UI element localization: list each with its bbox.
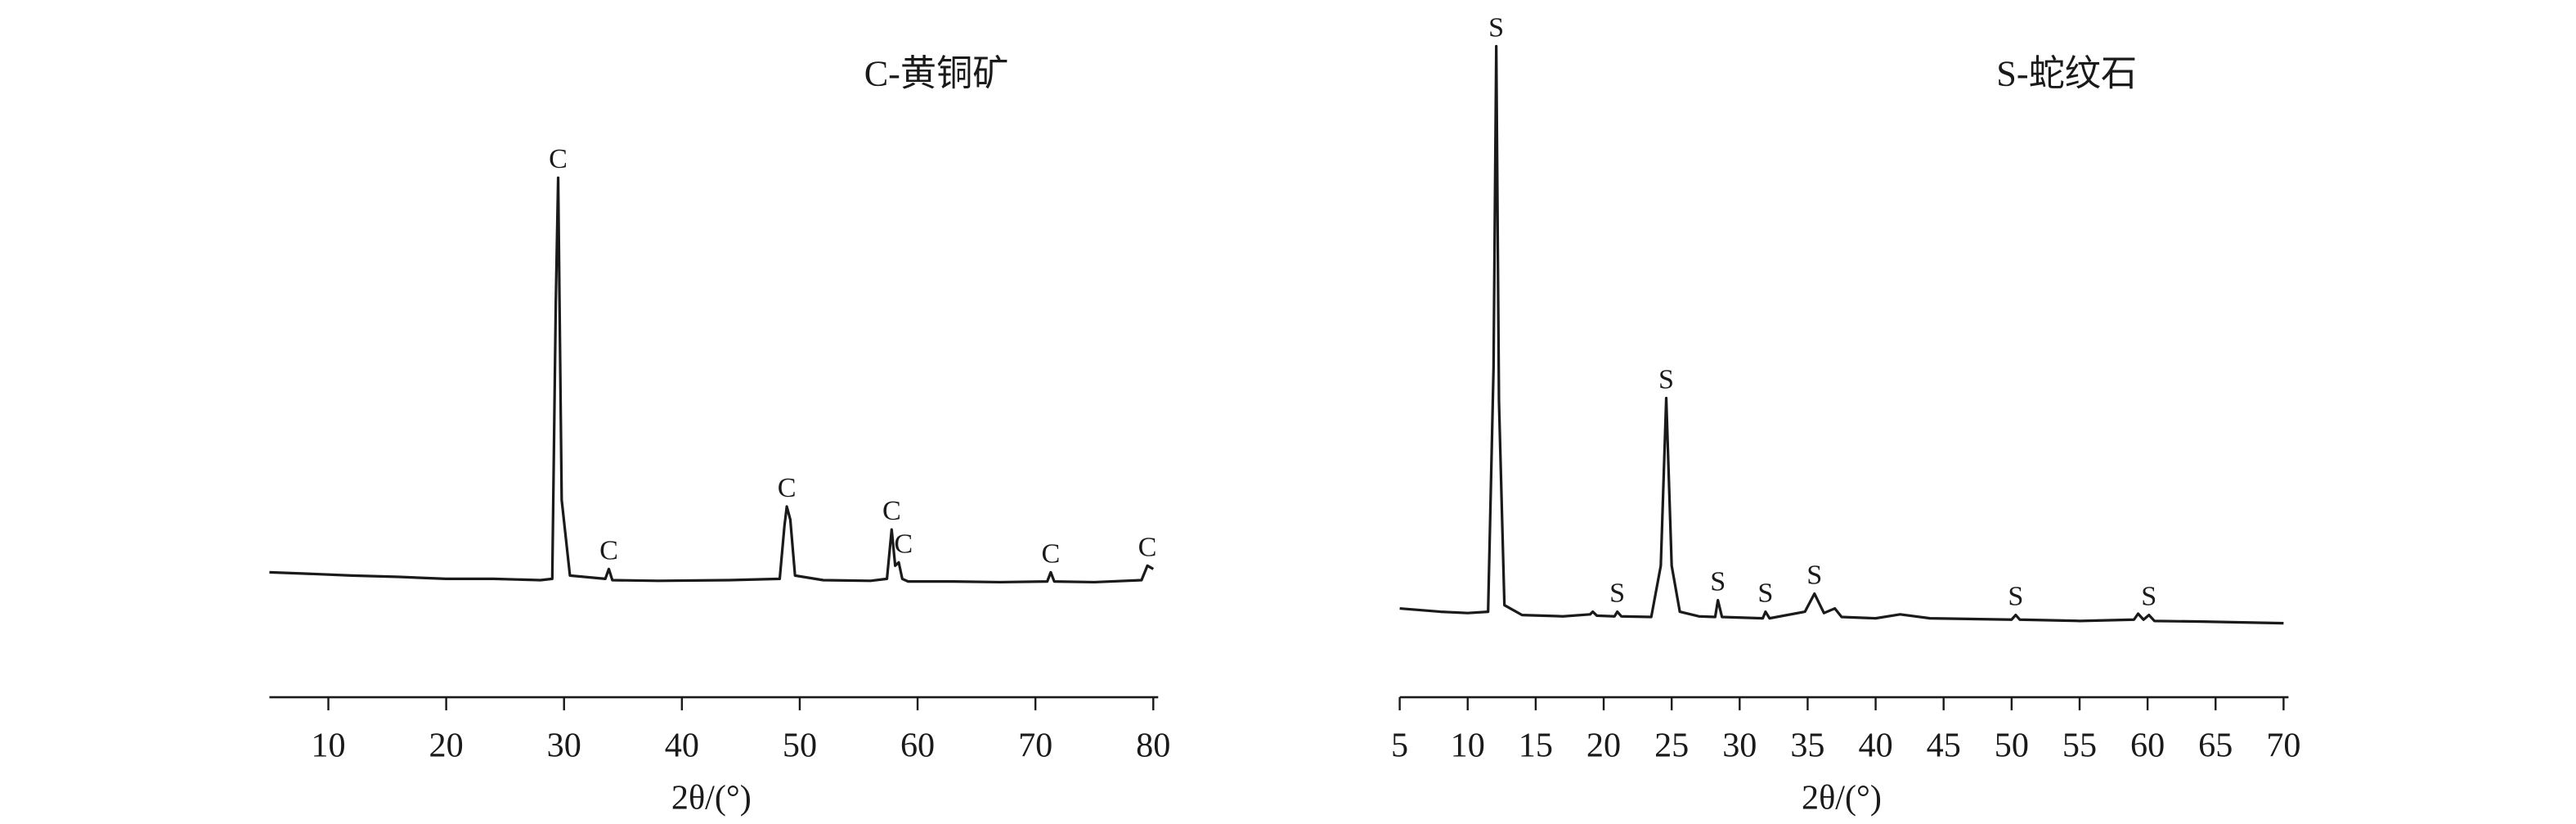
x-tick-label: 80 [1136,726,1170,764]
x-tick-label: 65 [2198,726,2233,764]
peak-label: C [894,529,913,559]
xrd-line [269,176,1155,584]
peak-label: S [1710,566,1726,597]
x-tick-label: 70 [2266,726,2300,764]
x-tick-label: 20 [1586,726,1621,764]
x-tick-label: 50 [783,726,817,764]
x-tick-label: 60 [900,726,935,764]
peak-label: S [2141,582,2156,612]
x-tick-label: 15 [1519,726,1553,764]
x-tick-label: 5 [1391,726,1408,764]
x-tick-label: 40 [665,726,699,764]
x-tick-label: 40 [1858,726,1892,764]
peak-label: C [599,535,618,565]
peak-label: S [1757,579,1773,609]
x-tick-label: 25 [1654,726,1689,764]
x-axis-label: 2θ/(°) [671,779,752,817]
x-tick-label: 30 [1722,726,1757,764]
x-tick-label: 30 [547,726,581,764]
peak-label: C [549,144,568,174]
peak-label: C [1138,532,1157,562]
peak-label: S [1806,560,1822,590]
xrd-line [1399,44,2284,625]
x-tick-label: 70 [1018,726,1052,764]
peak-label: S [1488,12,1504,43]
peak-label: S [1609,579,1625,609]
x-tick-label: 20 [429,726,464,764]
x-tick-label: 60 [2130,726,2165,764]
x-tick-label: 35 [1790,726,1824,764]
chart-title: C-黄铜矿 [864,54,1009,94]
x-tick-label: 55 [2062,726,2097,764]
peak-label: C [1042,538,1061,569]
x-tick-label: 10 [1451,726,1485,764]
x-tick-label: 45 [1927,726,1961,764]
x-tick-label: 10 [311,726,345,764]
peak-label: C [778,473,797,503]
chart-title: S-蛇纹石 [1996,54,2137,94]
peak-label: C [882,496,901,526]
x-tick-label: 50 [1995,726,2029,764]
peak-label: S [1658,364,1674,394]
peak-label: S [2008,582,2023,612]
x-axis-label: 2θ/(°) [1802,779,1882,817]
